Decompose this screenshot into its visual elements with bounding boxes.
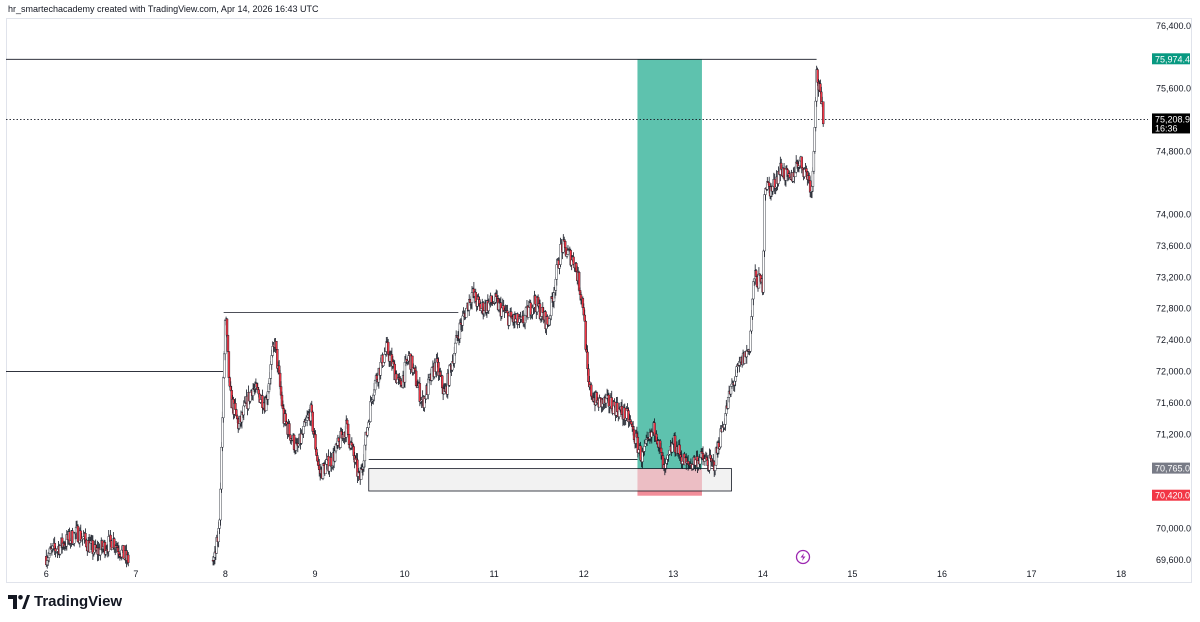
time-tick-label: 9 [313,569,318,579]
price-tag-time: 16:36 [1155,123,1178,133]
time-tick-label: 17 [1027,569,1037,579]
candle-body [763,194,766,252]
candle-body [383,354,386,363]
candle-body [127,554,130,563]
price-tick-label: 72,000.0 [1156,367,1191,377]
level-lines [6,58,1148,460]
price-tick-label: 69,600.0 [1156,555,1191,565]
chart-credit: hr_smartechacademy created with TradingV… [8,4,319,14]
chart-area[interactable] [6,18,1192,583]
price-tick-label: 76,400.0 [1156,21,1191,31]
price-tag-label: 75,208.9 [1155,114,1190,124]
price-tag-label: 75,974.4 [1155,54,1190,64]
candle-body [257,389,260,395]
candle-body [686,461,690,465]
price-tags: 75,974.4 75,208.916:36 70,765.0 70,420.0 [1152,53,1190,501]
profit-zone [637,59,702,469]
candle-body [345,419,349,425]
candle-body [821,101,825,125]
candle-body [314,434,317,450]
candle-body [508,315,511,326]
candles [45,65,825,569]
candle-body [563,241,567,249]
time-tick-label: 18 [1116,569,1126,579]
candle-body [767,182,771,187]
price-tick-label: 74,800.0 [1156,147,1191,157]
candle-body [220,446,223,490]
candle-body [461,315,464,326]
price-tick-label: 73,600.0 [1156,241,1191,251]
price-tag-label: 70,765.0 [1155,464,1190,474]
price-tag [1152,113,1190,134]
tradingview-wordmark: TradingView [34,593,123,610]
candle-body [749,330,752,352]
time-tick-label: 12 [579,569,589,579]
candle-body [800,156,803,169]
candle-body [346,423,350,435]
time-tick-label: 15 [847,569,857,579]
candle-body [219,488,222,521]
time-axis: 6 7 8 9 10 11 12 13 14 15 16 17 18 [44,569,1126,579]
time-tick-label: 8 [223,569,228,579]
price-chart[interactable]: 76,400.0 75,600.0 74,800.0 74,000.0 73,600.0… [0,0,1200,590]
candle-body [713,464,717,471]
time-tick-label: 10 [400,569,410,579]
candle-body [275,341,278,350]
price-tick-label: 71,600.0 [1156,398,1191,408]
candle-body [454,342,457,354]
time-tick-label: 16 [937,569,947,579]
candle-body [242,405,245,416]
price-tick-label: 72,400.0 [1156,335,1191,345]
candle-body [234,403,237,410]
price-tick-label: 72,800.0 [1156,304,1191,314]
candle-body [284,413,287,422]
price-tick-label: 71,200.0 [1156,429,1191,439]
price-tick-label: 73,200.0 [1156,272,1191,282]
candle-body [302,426,305,435]
lightning-icon[interactable] [795,549,811,565]
time-tick-label: 11 [489,569,498,579]
candle-body [311,411,314,432]
candle-body [227,351,231,378]
candle-body [643,445,646,452]
price-axis: 76,400.0 75,600.0 74,800.0 74,000.0 73,600.0… [1156,21,1191,565]
candle-body [222,377,225,419]
candle-body [812,151,816,172]
candle-body [590,384,593,397]
price-tag [1152,489,1190,501]
tradingview-logo-icon [8,594,30,609]
time-tick-label: 13 [668,569,678,579]
time-tick-label: 7 [133,569,138,579]
position-zones [368,59,732,496]
box-zone [368,468,732,492]
candle-body [225,318,229,336]
candle-body [288,423,291,436]
price-tag [1152,462,1190,474]
price-tick-label: 70,000.0 [1156,524,1191,534]
candle-body [734,376,737,382]
price-tick-label: 74,000.0 [1156,209,1191,219]
candle-body [653,422,656,436]
price-tag-label: 70,420.0 [1155,491,1190,501]
candle-body [762,250,765,293]
candle-body [659,447,663,453]
price-tick-label: 75,600.0 [1156,84,1191,94]
price-tag [1152,53,1190,65]
time-tick-label: 6 [44,569,49,579]
time-tick-label: 14 [758,569,768,579]
candle-body [226,334,230,352]
tradingview-logo[interactable]: TradingView [8,593,122,610]
